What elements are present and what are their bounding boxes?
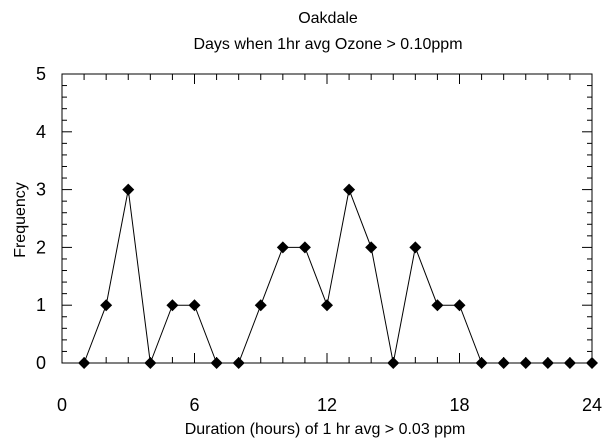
y-tick-label: 0 bbox=[36, 353, 46, 373]
y-axis-label: Frequency bbox=[12, 182, 29, 258]
data-point bbox=[188, 299, 201, 312]
data-point bbox=[254, 299, 267, 312]
chart-subtitle: Days when 1hr avg Ozone > 0.10ppm bbox=[193, 36, 462, 53]
x-axis-label: Duration (hours) of 1 hr avg > 0.03 ppm bbox=[185, 421, 466, 438]
data-point bbox=[232, 357, 245, 369]
data-point bbox=[166, 299, 179, 312]
data-point bbox=[298, 241, 311, 254]
data-point bbox=[144, 357, 157, 369]
data-point bbox=[343, 183, 356, 196]
data-point bbox=[387, 357, 400, 369]
data-point bbox=[276, 241, 289, 254]
data-point bbox=[100, 299, 113, 312]
series-line bbox=[83, 187, 592, 364]
data-point bbox=[431, 299, 444, 312]
y-tick-label: 5 bbox=[36, 64, 46, 84]
data-point bbox=[122, 183, 135, 196]
x-tick-label: 24 bbox=[582, 395, 602, 415]
series-layer bbox=[78, 183, 598, 369]
plot-frame bbox=[61, 73, 593, 364]
x-tick-label: 6 bbox=[189, 395, 199, 415]
chart-title: Oakdale bbox=[298, 10, 358, 27]
x-tick-label: 0 bbox=[57, 395, 67, 415]
y-tick-label: 2 bbox=[36, 237, 46, 257]
x-tick-label: 18 bbox=[449, 395, 469, 415]
data-point bbox=[321, 299, 333, 312]
data-point bbox=[409, 241, 422, 254]
data-point bbox=[453, 299, 466, 312]
x-tick-label: 12 bbox=[317, 395, 337, 415]
y-tick-label: 1 bbox=[36, 295, 46, 315]
data-point bbox=[210, 357, 223, 369]
data-point bbox=[519, 357, 532, 369]
data-point bbox=[78, 357, 91, 369]
axis-ticks bbox=[61, 73, 593, 364]
data-point bbox=[475, 357, 488, 369]
data-point bbox=[541, 357, 554, 369]
data-point bbox=[365, 241, 378, 254]
data-point bbox=[586, 357, 598, 369]
data-point bbox=[563, 357, 576, 369]
y-tick-label: 4 bbox=[36, 122, 46, 142]
y-tick-label: 3 bbox=[36, 180, 46, 200]
data-point bbox=[497, 357, 510, 369]
